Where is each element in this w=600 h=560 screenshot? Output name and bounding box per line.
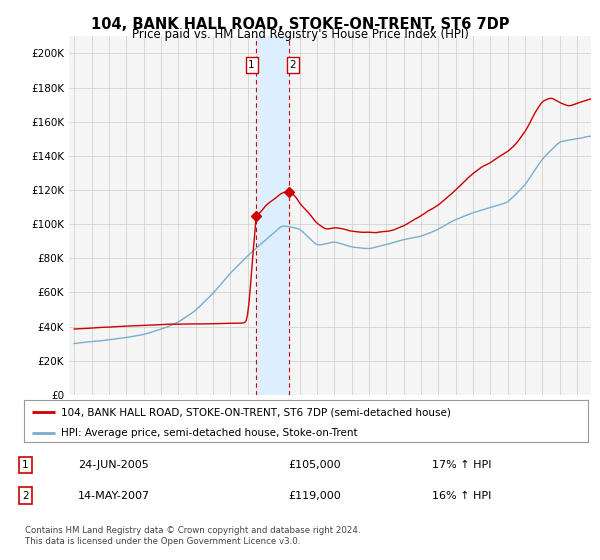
Text: HPI: Average price, semi-detached house, Stoke-on-Trent: HPI: Average price, semi-detached house,… <box>61 428 357 438</box>
Text: 16% ↑ HPI: 16% ↑ HPI <box>432 491 491 501</box>
Text: 1: 1 <box>248 60 255 70</box>
Text: 104, BANK HALL ROAD, STOKE-ON-TRENT, ST6 7DP (semi-detached house): 104, BANK HALL ROAD, STOKE-ON-TRENT, ST6… <box>61 407 451 417</box>
Text: 2: 2 <box>22 491 29 501</box>
Bar <box>256 36 289 395</box>
Text: 14-MAY-2007: 14-MAY-2007 <box>78 491 150 501</box>
Text: £105,000: £105,000 <box>288 460 341 470</box>
Text: Contains HM Land Registry data © Crown copyright and database right 2024.
This d: Contains HM Land Registry data © Crown c… <box>25 526 361 546</box>
Text: £119,000: £119,000 <box>288 491 341 501</box>
Text: 24-JUN-2005: 24-JUN-2005 <box>78 460 149 470</box>
Text: 1: 1 <box>22 460 29 470</box>
Text: Price paid vs. HM Land Registry's House Price Index (HPI): Price paid vs. HM Land Registry's House … <box>131 28 469 41</box>
Text: 104, BANK HALL ROAD, STOKE-ON-TRENT, ST6 7DP: 104, BANK HALL ROAD, STOKE-ON-TRENT, ST6… <box>91 17 509 32</box>
Text: 17% ↑ HPI: 17% ↑ HPI <box>432 460 491 470</box>
Text: 2: 2 <box>290 60 296 70</box>
